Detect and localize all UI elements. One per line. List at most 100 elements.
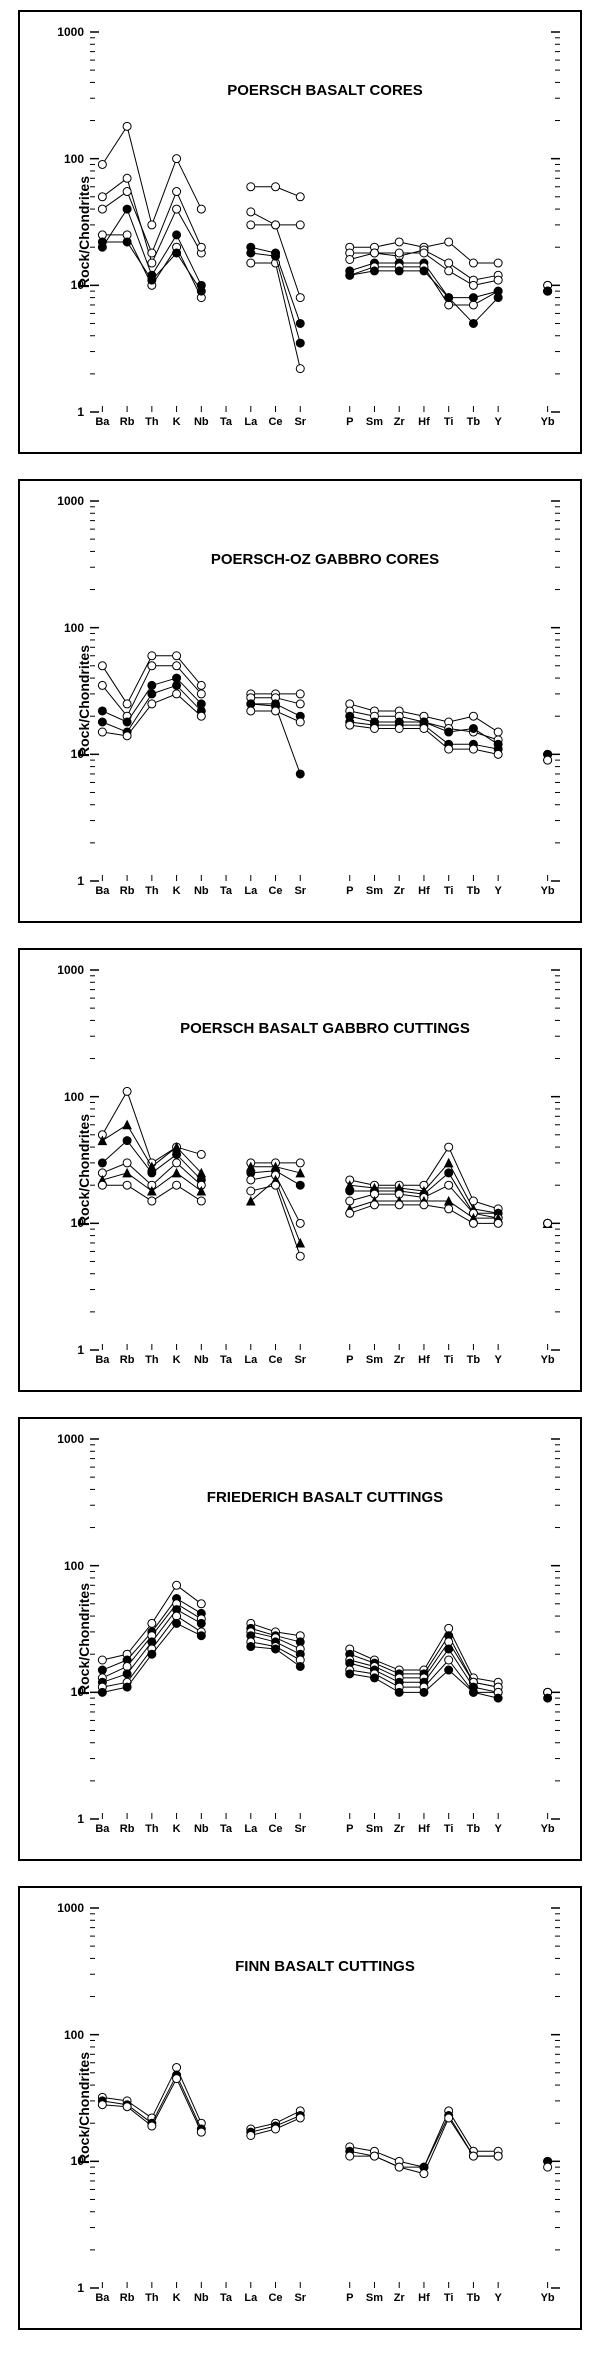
x-tick-label: Th	[145, 416, 158, 428]
x-tick-label: Ce	[268, 1823, 282, 1835]
x-tick-label: Hf	[418, 1823, 430, 1835]
x-tick-label: Yb	[541, 1823, 555, 1835]
x-tick-label: Yb	[541, 2292, 555, 2304]
x-tick-label: Rb	[120, 885, 135, 897]
x-tick-label: Sr	[294, 1823, 306, 1835]
x-tick-label: Rb	[120, 1823, 135, 1835]
chart-title: POERSCH-OZ GABBRO CORES	[211, 551, 439, 568]
x-tick-label: Ti	[444, 885, 454, 897]
y-tick-label: 10	[71, 278, 84, 292]
x-tick-label: Sm	[366, 1354, 383, 1366]
x-tick-label: Zr	[394, 885, 405, 897]
x-tick-label: Tb	[467, 416, 480, 428]
x-tick-label: Sm	[366, 2292, 383, 2304]
y-tick-label: 1	[77, 1343, 84, 1357]
plot-area: 1101001000BaRbThKNbTaLaCeSrPSmZrHfTiTbYY…	[90, 501, 560, 881]
x-tick-label: Sr	[294, 1354, 306, 1366]
chart-title: POERSCH BASALT GABBRO CUTTINGS	[180, 1020, 470, 1037]
x-tick-label: Ba	[95, 416, 109, 428]
x-tick-label: La	[244, 885, 257, 897]
x-tick-label: Sr	[294, 416, 306, 428]
plot-area: 1101001000BaRbThKNbTaLaCeSrPSmZrHfTiTbYY…	[90, 1908, 560, 2288]
plot-area: 1101001000BaRbThKNbTaLaCeSrPSmZrHfTiTbYY…	[90, 1439, 560, 1819]
x-tick-label: Yb	[541, 885, 555, 897]
x-tick-label: Ta	[220, 1823, 232, 1835]
y-tick-label: 100	[64, 2028, 84, 2042]
y-tick-label: 1000	[57, 494, 84, 508]
x-tick-label: Ti	[444, 416, 454, 428]
x-tick-label: P	[346, 1823, 353, 1835]
x-tick-label: Y	[494, 1823, 501, 1835]
x-tick-label: Ti	[444, 1354, 454, 1366]
x-tick-label: Ba	[95, 885, 109, 897]
chart-panel: Rock/Chondrites1101001000BaRbThKNbTaLaCe…	[18, 1417, 582, 1861]
chart-panel: Rock/Chondrites1101001000BaRbThKNbTaLaCe…	[18, 10, 582, 454]
y-tick-label: 100	[64, 1559, 84, 1573]
y-tick-label: 1	[77, 2281, 84, 2295]
x-tick-label: Ta	[220, 1354, 232, 1366]
x-tick-label: Sm	[366, 1823, 383, 1835]
x-tick-label: Hf	[418, 1354, 430, 1366]
y-tick-label: 10	[71, 747, 84, 761]
y-tick-label: 1	[77, 874, 84, 888]
x-tick-label: Tb	[467, 885, 480, 897]
x-tick-label: Y	[494, 885, 501, 897]
x-tick-label: Nb	[194, 885, 209, 897]
chart-title: FINN BASALT CUTTINGS	[235, 1958, 415, 1975]
x-tick-label: Ba	[95, 2292, 109, 2304]
y-tick-label: 1000	[57, 25, 84, 39]
x-tick-label: La	[244, 416, 257, 428]
x-tick-label: P	[346, 416, 353, 428]
chart-title: FRIEDERICH BASALT CUTTINGS	[207, 1489, 443, 1506]
x-tick-label: Sr	[294, 2292, 306, 2304]
x-tick-label: Ce	[268, 1354, 282, 1366]
x-tick-label: Hf	[418, 2292, 430, 2304]
x-tick-label: Th	[145, 1823, 158, 1835]
x-tick-label: Y	[494, 416, 501, 428]
x-tick-label: Sm	[366, 885, 383, 897]
x-tick-label: Y	[494, 2292, 501, 2304]
x-tick-label: Sr	[294, 885, 306, 897]
y-tick-label: 10	[71, 2154, 84, 2168]
x-tick-label: Ce	[268, 885, 282, 897]
x-tick-label: Nb	[194, 1823, 209, 1835]
x-tick-label: Ba	[95, 1823, 109, 1835]
x-tick-label: K	[173, 885, 181, 897]
chart-title: POERSCH BASALT CORES	[227, 82, 423, 99]
x-tick-label: Ta	[220, 885, 232, 897]
y-tick-label: 1	[77, 405, 84, 419]
x-tick-label: Yb	[541, 1354, 555, 1366]
x-tick-label: Ti	[444, 1823, 454, 1835]
chart-panel: Rock/Chondrites1101001000BaRbThKNbTaLaCe…	[18, 1886, 582, 2330]
x-tick-label: Hf	[418, 416, 430, 428]
x-tick-label: Ti	[444, 2292, 454, 2304]
x-tick-label: Tb	[467, 1354, 480, 1366]
x-tick-label: Ba	[95, 1354, 109, 1366]
x-tick-label: P	[346, 1354, 353, 1366]
x-tick-label: Yb	[541, 416, 555, 428]
y-tick-label: 100	[64, 152, 84, 166]
x-tick-label: Nb	[194, 416, 209, 428]
x-tick-label: K	[173, 416, 181, 428]
y-tick-label: 1000	[57, 1901, 84, 1915]
x-tick-label: Tb	[467, 2292, 480, 2304]
x-tick-label: Th	[145, 885, 158, 897]
x-tick-label: Rb	[120, 416, 135, 428]
x-tick-label: La	[244, 1354, 257, 1366]
x-tick-label: Sm	[366, 416, 383, 428]
y-tick-label: 10	[71, 1685, 84, 1699]
x-tick-label: K	[173, 1823, 181, 1835]
x-tick-label: La	[244, 2292, 257, 2304]
x-tick-label: K	[173, 1354, 181, 1366]
y-tick-label: 1	[77, 1812, 84, 1826]
chart-panel: Rock/Chondrites1101001000BaRbThKNbTaLaCe…	[18, 948, 582, 1392]
x-tick-label: Nb	[194, 1354, 209, 1366]
x-tick-label: Zr	[394, 1823, 405, 1835]
y-tick-label: 100	[64, 1090, 84, 1104]
x-tick-label: Ce	[268, 416, 282, 428]
x-tick-label: Zr	[394, 416, 405, 428]
x-tick-label: Th	[145, 1354, 158, 1366]
x-tick-label: Zr	[394, 1354, 405, 1366]
x-tick-label: Rb	[120, 1354, 135, 1366]
y-tick-label: 10	[71, 1216, 84, 1230]
